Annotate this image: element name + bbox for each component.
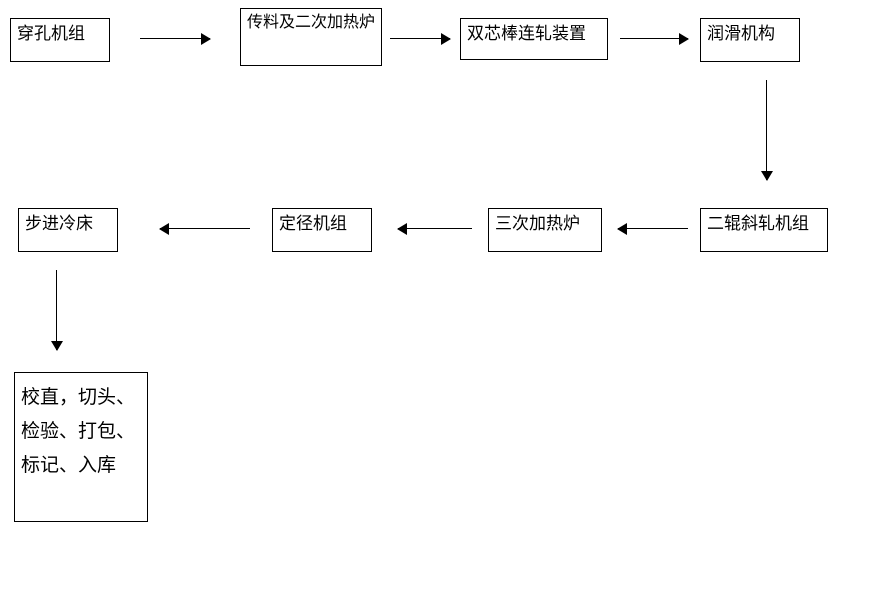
flowchart-node-third-furnace: 三次加热炉 <box>488 208 602 252</box>
flowchart-node-sizing-unit: 定径机组 <box>272 208 372 252</box>
node-label: 校直，切头、检验、打包、标记、入库 <box>21 381 141 484</box>
arrow-icon <box>766 80 767 180</box>
flowchart-node-dual-mandrel-rolling: 双芯棒连轧装置 <box>460 18 608 60</box>
node-label: 润滑机构 <box>707 23 775 45</box>
node-label: 穿孔机组 <box>17 23 85 45</box>
arrow-icon <box>618 228 688 229</box>
node-label: 三次加热炉 <box>495 213 580 235</box>
flowchart-node-lubrication: 润滑机构 <box>700 18 800 62</box>
arrow-icon <box>56 270 57 350</box>
arrow-icon <box>398 228 472 229</box>
flowchart-node-finishing-steps: 校直，切头、检验、打包、标记、入库 <box>14 372 148 522</box>
flowchart-node-piercing-unit: 穿孔机组 <box>10 18 110 62</box>
arrow-icon <box>140 38 210 39</box>
node-label: 定径机组 <box>279 213 347 235</box>
arrow-icon <box>620 38 688 39</box>
node-label: 双芯棒连轧装置 <box>467 23 586 45</box>
flowchart-node-two-roll-cross-rolling: 二辊斜轧机组 <box>700 208 828 252</box>
flowchart-node-transfer-secondary-furnace: 传料及二次加热炉 <box>240 8 382 66</box>
node-label: 二辊斜轧机组 <box>707 213 809 235</box>
node-label: 步进冷床 <box>25 213 93 235</box>
node-label: 传料及二次加热炉 <box>247 13 375 34</box>
arrow-icon <box>390 38 450 39</box>
flowchart-node-walking-cooling-bed: 步进冷床 <box>18 208 118 252</box>
arrow-icon <box>160 228 250 229</box>
